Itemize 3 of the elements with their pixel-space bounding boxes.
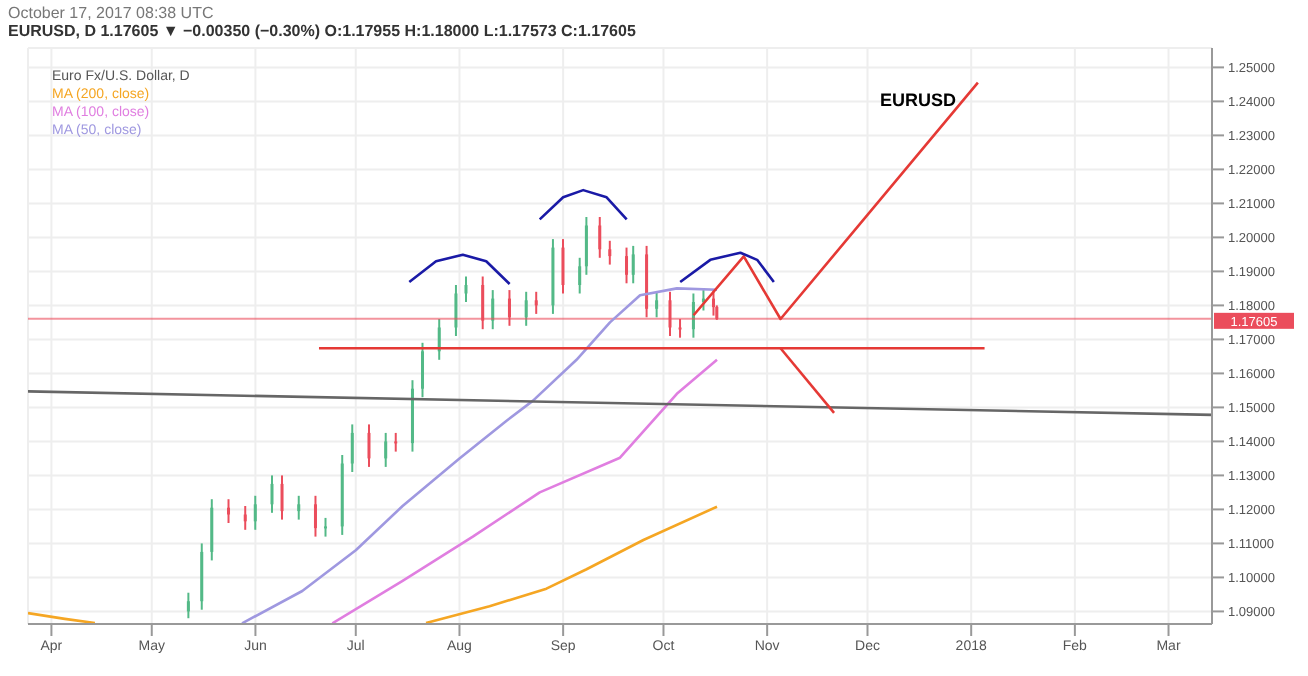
annotation: EURUSD [880, 90, 957, 110]
chart-title: EURUSD, D 1.17605 ▼ −0.00350 (−0.30%) O:1.17955 H:1.18000 L:1.17573 C:1.17605 [8, 22, 636, 40]
chart-subtitle: October 17, 2017 08:38 UTC [8, 4, 214, 22]
